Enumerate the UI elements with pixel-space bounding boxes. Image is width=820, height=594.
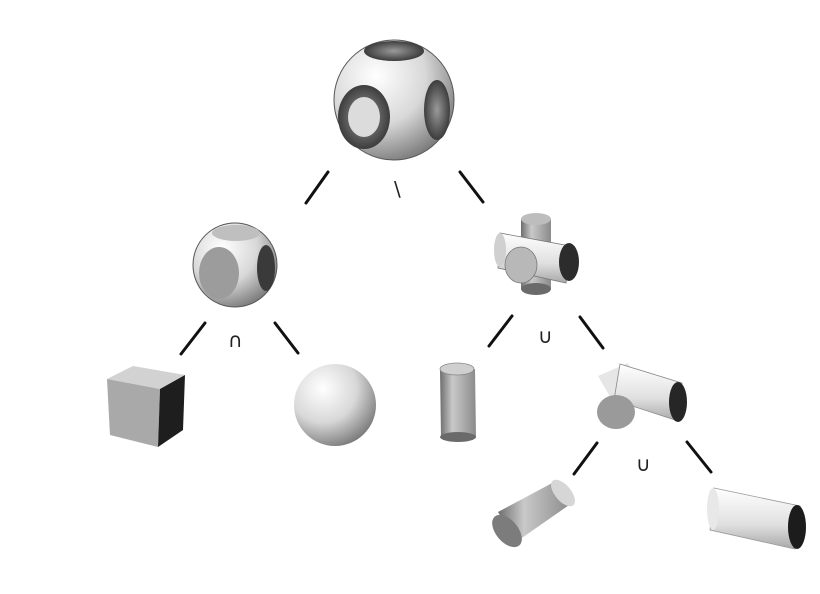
- edge-root-left: [304, 170, 330, 205]
- edge-union1-right: [578, 315, 605, 350]
- three-cylinder-cross-icon: [494, 213, 579, 295]
- tree-edges: [179, 170, 713, 476]
- cube-icon: [107, 366, 185, 447]
- edge-union1-left: [487, 314, 514, 348]
- rounded-cube-icon: [192, 222, 278, 308]
- edge-union2-left: [572, 441, 599, 476]
- intersection-operator: ∩: [228, 328, 243, 352]
- cylinder-icon: [492, 479, 575, 548]
- edge-root-right: [458, 170, 485, 204]
- cylinder-icon: [707, 487, 806, 550]
- union-operator-2: ∪: [636, 452, 651, 476]
- cylinder-icon: [439, 362, 476, 442]
- sphere-icon: [294, 364, 376, 446]
- union-operator-1: ∪: [538, 324, 553, 348]
- difference-operator: \: [394, 177, 401, 201]
- sphere-cube-difference-icon: [333, 39, 455, 161]
- edge-cube-node-right: [273, 321, 300, 355]
- two-cylinder-cross-icon: [597, 363, 687, 429]
- edge-cube-node-left: [179, 321, 207, 356]
- edge-union2-right: [685, 440, 713, 474]
